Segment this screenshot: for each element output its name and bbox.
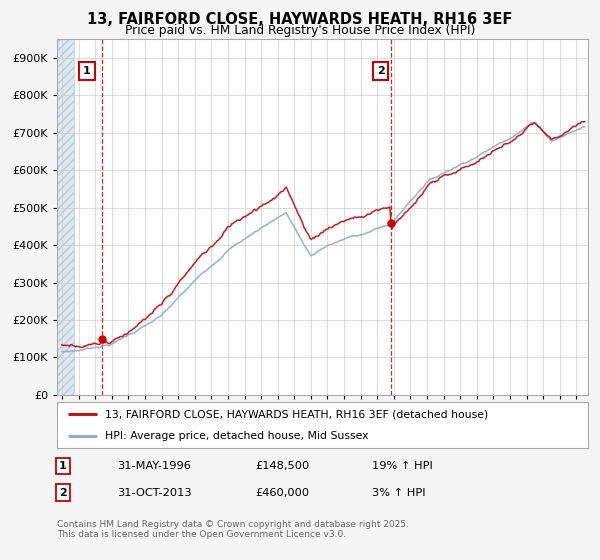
Text: HPI: Average price, detached house, Mid Sussex: HPI: Average price, detached house, Mid … xyxy=(105,431,368,441)
Text: Price paid vs. HM Land Registry's House Price Index (HPI): Price paid vs. HM Land Registry's House … xyxy=(125,24,475,36)
Text: 1: 1 xyxy=(59,461,67,471)
Text: 2: 2 xyxy=(59,488,67,498)
Text: £148,500: £148,500 xyxy=(255,461,309,471)
Text: 1: 1 xyxy=(83,66,91,76)
Text: £460,000: £460,000 xyxy=(255,488,309,498)
Text: 31-MAY-1996: 31-MAY-1996 xyxy=(117,461,191,471)
Text: 3% ↑ HPI: 3% ↑ HPI xyxy=(372,488,425,498)
Text: 19% ↑ HPI: 19% ↑ HPI xyxy=(372,461,433,471)
Text: Contains HM Land Registry data © Crown copyright and database right 2025.
This d: Contains HM Land Registry data © Crown c… xyxy=(57,520,409,539)
Text: 2: 2 xyxy=(377,66,385,76)
Text: 13, FAIRFORD CLOSE, HAYWARDS HEATH, RH16 3EF (detached house): 13, FAIRFORD CLOSE, HAYWARDS HEATH, RH16… xyxy=(105,409,488,419)
Bar xyxy=(57,39,74,395)
Text: 13, FAIRFORD CLOSE, HAYWARDS HEATH, RH16 3EF: 13, FAIRFORD CLOSE, HAYWARDS HEATH, RH16… xyxy=(88,12,512,27)
Text: 31-OCT-2013: 31-OCT-2013 xyxy=(117,488,191,498)
